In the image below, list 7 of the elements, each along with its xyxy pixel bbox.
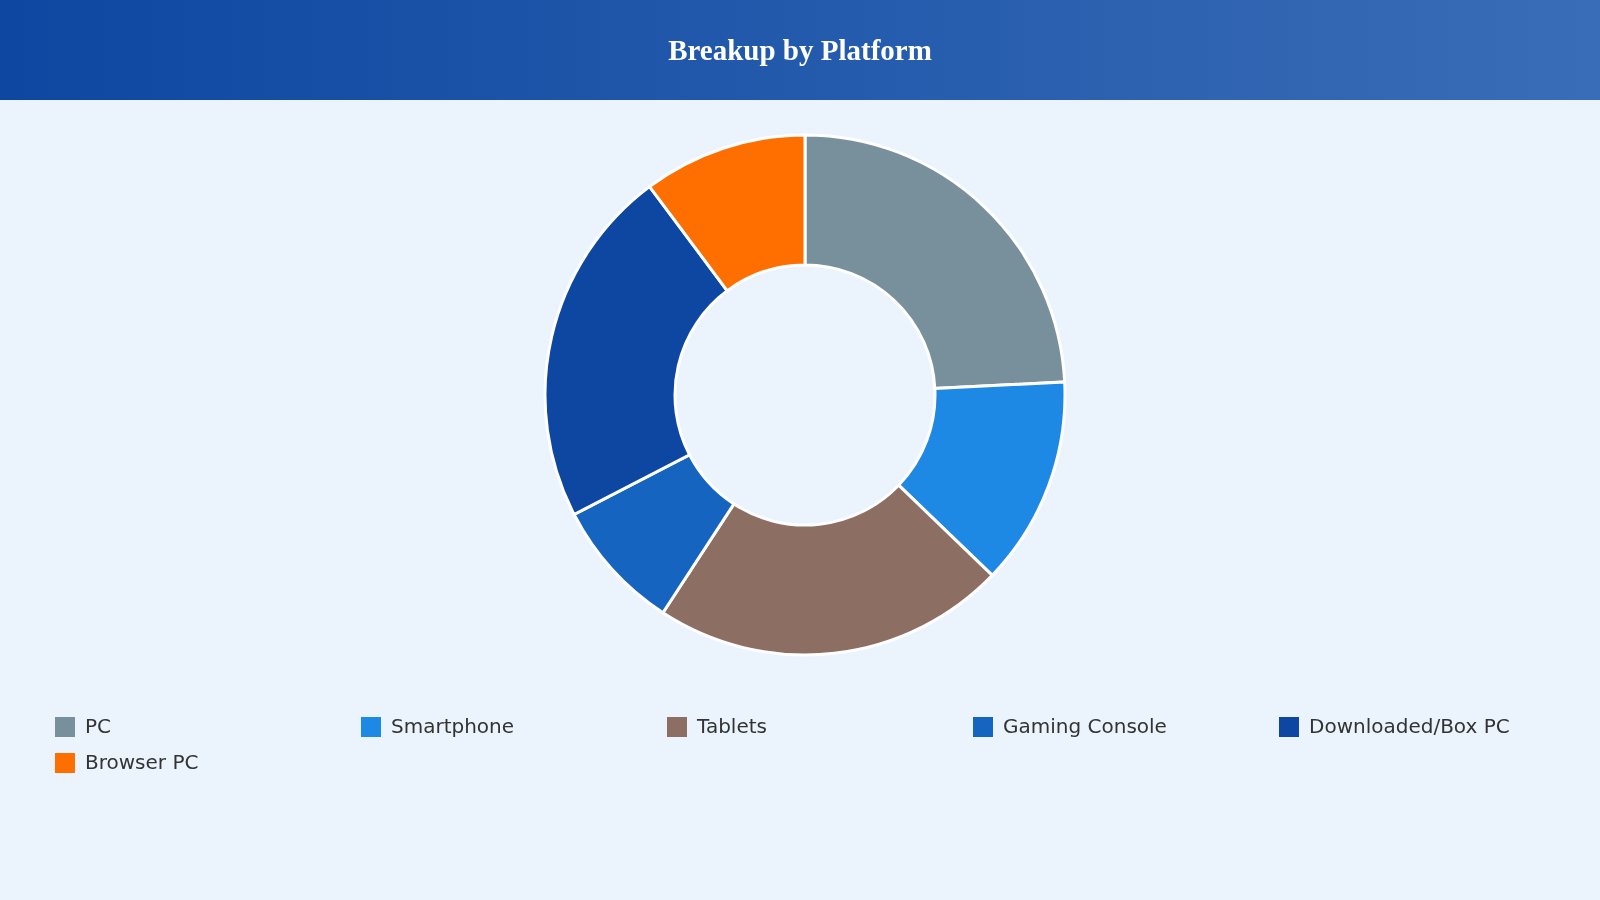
legend-label: Downloaded/Box PC — [1309, 714, 1510, 738]
legend-label: Smartphone — [391, 714, 515, 738]
legend-label: Gaming Console — [1003, 714, 1167, 738]
legend-label: PC — [85, 714, 112, 738]
chart-title: Breakup by Platform — [0, 0, 1600, 100]
legend-label: Tablets — [696, 714, 767, 738]
legend-label: Browser PC — [85, 750, 199, 774]
